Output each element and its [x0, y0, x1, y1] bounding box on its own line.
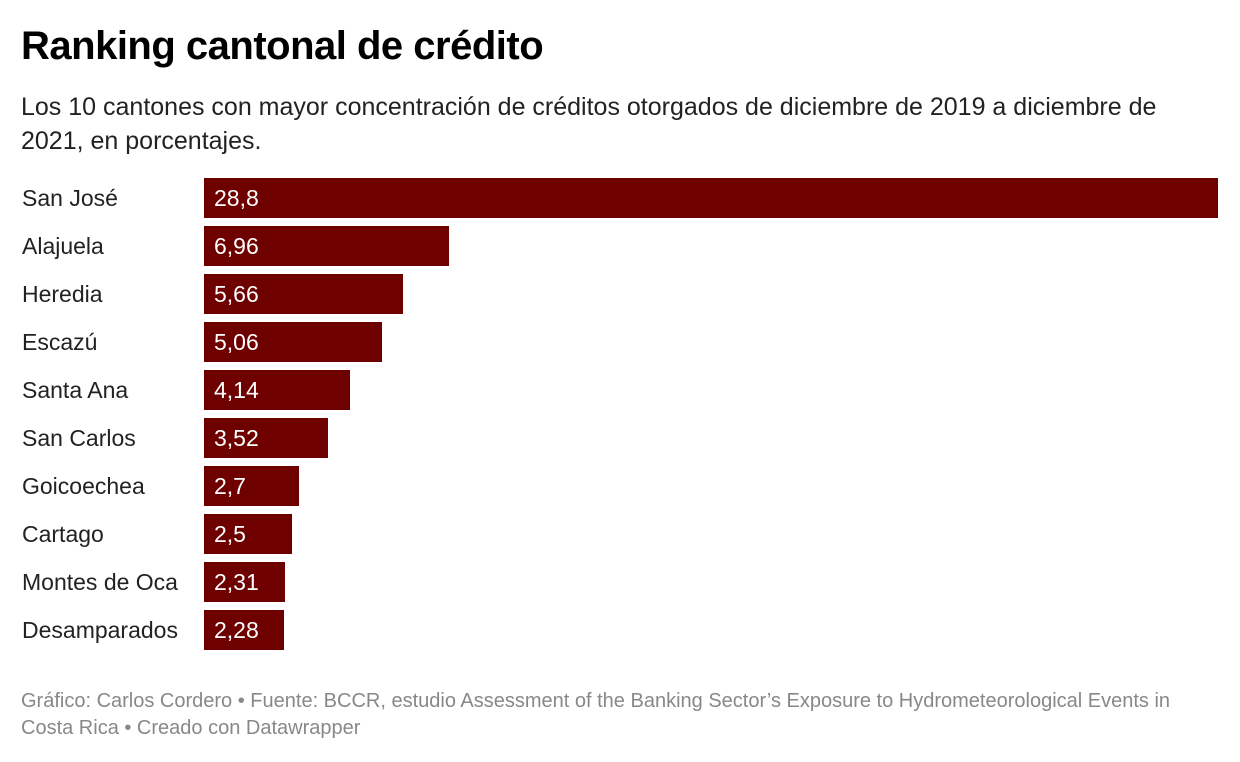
bar — [204, 322, 382, 362]
category-label: Alajuela — [22, 233, 104, 259]
value-label: 2,31 — [214, 569, 259, 595]
bar — [204, 514, 292, 554]
chart-subtitle: Los 10 cantones con mayor concentración … — [21, 93, 1157, 155]
bar-row: Desamparados 2,28 — [0, 610, 1240, 650]
value-label: 5,06 — [214, 329, 259, 355]
bar-chart: San José 28,8 Alajuela 6,96 Heredia 5,66 Escaz… — [0, 178, 1240, 658]
chart-title: Ranking cantonal de crédito — [21, 24, 544, 68]
bar — [204, 466, 299, 506]
value-label: 3,52 — [214, 425, 259, 451]
category-label: Santa Ana — [22, 377, 129, 403]
category-label: Desamparados — [22, 617, 178, 643]
bar-row: San Carlos 3,52 — [0, 418, 1240, 458]
chart-footer: Gráfico: Carlos Cordero • Fuente: BCCR, … — [21, 690, 1171, 739]
bar-row: Santa Ana 4,14 — [0, 370, 1240, 410]
bar — [204, 226, 449, 266]
bar — [204, 370, 350, 410]
bar-row: Montes de Oca 2,31 — [0, 562, 1240, 602]
bar — [204, 610, 284, 650]
value-label: 5,66 — [214, 281, 259, 307]
category-label: Cartago — [22, 521, 104, 547]
category-label: Goicoechea — [22, 473, 145, 499]
bar-row: San José 28,8 — [0, 178, 1240, 218]
bar — [204, 562, 285, 602]
bar-row: Cartago 2,5 — [0, 514, 1240, 554]
value-label: 2,5 — [214, 521, 246, 547]
value-label: 28,8 — [214, 185, 259, 211]
value-label: 2,28 — [214, 617, 259, 643]
value-label: 4,14 — [214, 377, 259, 403]
value-label: 6,96 — [214, 233, 259, 259]
bar-row: Alajuela 6,96 — [0, 226, 1240, 266]
value-label: 2,7 — [214, 473, 246, 499]
category-label: Heredia — [22, 281, 103, 307]
bar — [204, 418, 328, 458]
category-label: Escazú — [22, 329, 98, 355]
category-label: Montes de Oca — [22, 569, 178, 595]
category-label: San José — [22, 185, 118, 211]
bar — [204, 178, 1218, 218]
bar-row: Escazú 5,06 — [0, 322, 1240, 362]
bar-row: Heredia 5,66 — [0, 274, 1240, 314]
category-label: San Carlos — [22, 425, 136, 451]
bar-row: Goicoechea 2,7 — [0, 466, 1240, 506]
bar — [204, 274, 403, 314]
